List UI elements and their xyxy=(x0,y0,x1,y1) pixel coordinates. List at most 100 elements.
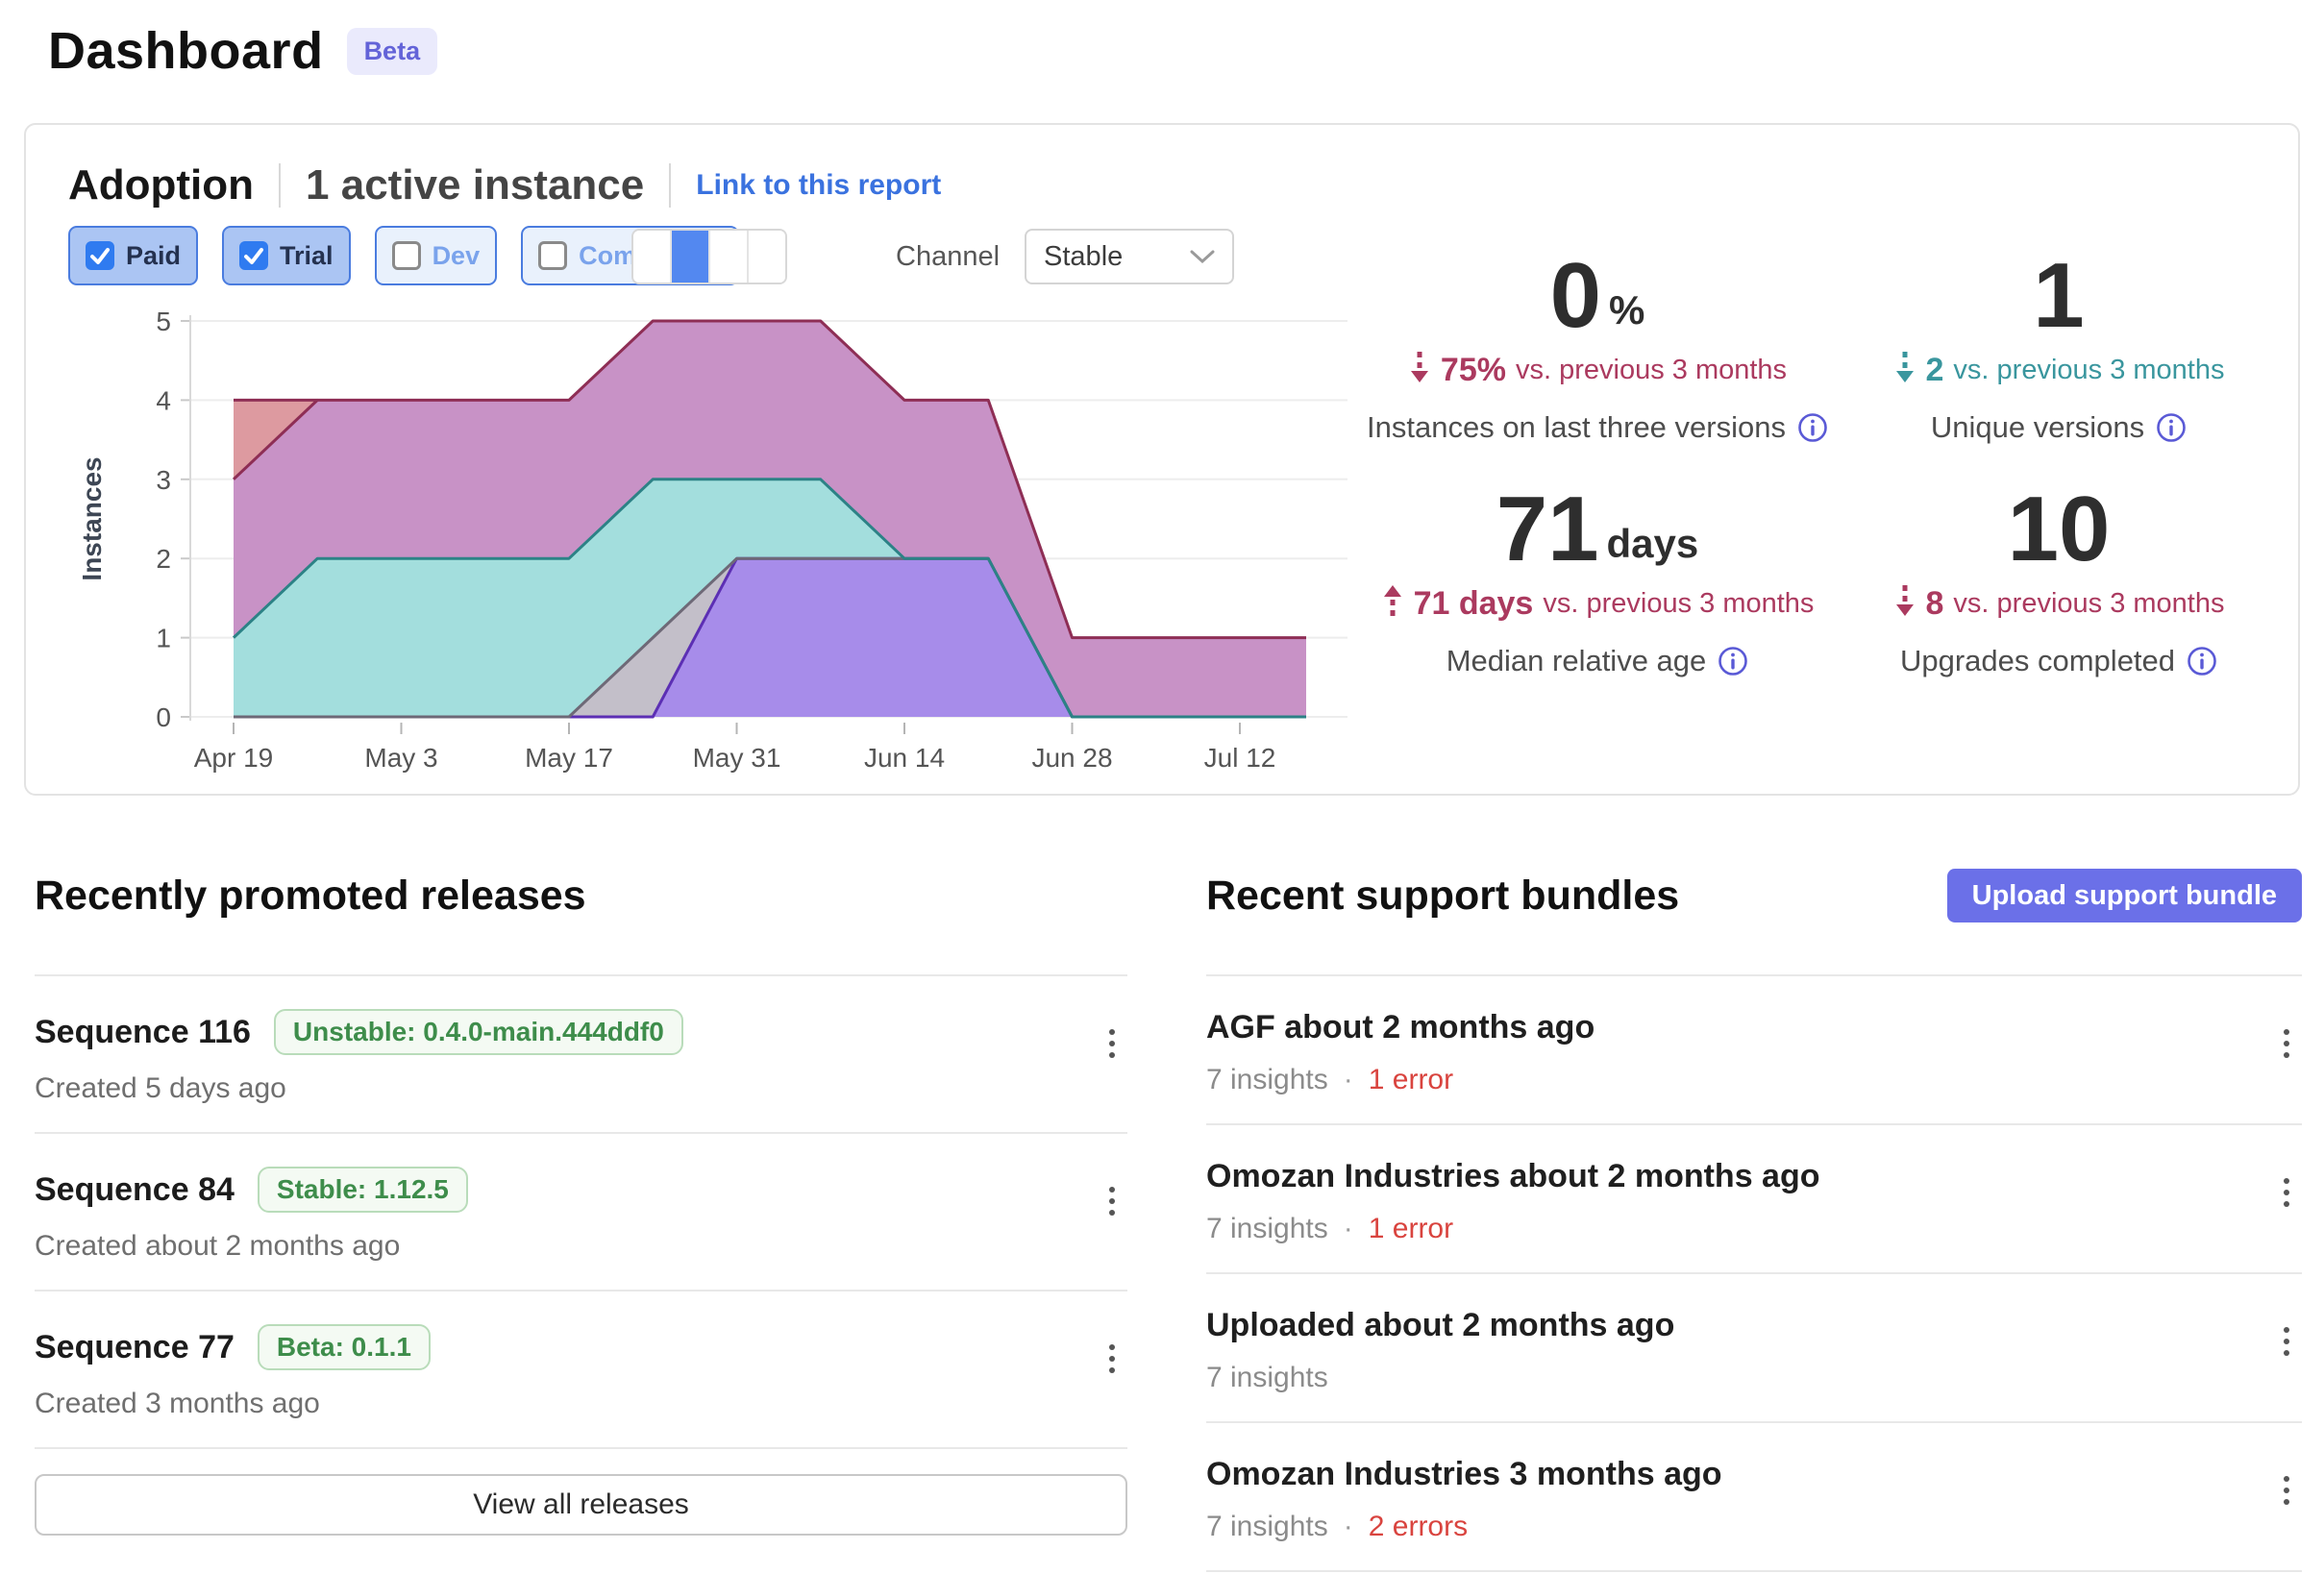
release-created: Created about 2 months ago xyxy=(35,1230,401,1262)
stat-delta-value: 8 xyxy=(1925,585,1944,623)
stat-value: 1 xyxy=(2033,244,2085,347)
license-filter-pill[interactable]: Dev xyxy=(374,226,498,285)
view-all-releases-button[interactable]: View all releases xyxy=(35,1474,1127,1536)
bundle-errors: 2 errors xyxy=(1368,1511,1469,1542)
trend-arrow-icon xyxy=(1893,351,1916,391)
release-created: Created 3 months ago xyxy=(35,1388,320,1419)
stat-card: 1 2 vs. previous 3 months Unique version… xyxy=(1828,244,2289,445)
svg-text:May 17: May 17 xyxy=(525,743,613,773)
upload-support-bundle-button[interactable]: Upload support bundle xyxy=(1946,869,2302,922)
release-row: Sequence 116 Unstable: 0.4.0-main.444ddf… xyxy=(35,976,1127,1134)
adoption-title: Adoption xyxy=(68,161,255,209)
release-created: Created 5 days ago xyxy=(35,1072,286,1104)
kebab-menu-icon[interactable] xyxy=(1097,1330,1127,1388)
license-filter-pill[interactable]: Paid xyxy=(68,226,199,285)
bundle-insights: 7 insights xyxy=(1206,1064,1328,1095)
releases-section: Recently promoted releases Sequence 116 … xyxy=(35,867,1127,1536)
stat-unit: days xyxy=(1606,520,1699,566)
bundle-insights: 7 insights xyxy=(1206,1511,1328,1542)
page-title: Dashboard xyxy=(48,22,324,80)
trend-arrow-icon xyxy=(1893,584,1916,625)
bundle-title: Omozan Industries 3 months ago xyxy=(1206,1456,1722,1492)
checkbox-checked-icon[interactable] xyxy=(239,241,269,270)
info-icon[interactable] xyxy=(1718,646,1748,676)
time-range-button[interactable] xyxy=(749,231,785,283)
stat-label: Instances on last three versions xyxy=(1367,409,1786,444)
checkbox-unchecked-icon[interactable] xyxy=(391,241,421,270)
stat-delta-value: 71 days xyxy=(1413,585,1534,623)
time-range-segmented-control xyxy=(631,229,787,284)
support-bundle-row: Uploaded about 2 months ago 7 insights xyxy=(1206,1274,2302,1423)
svg-text:Jun 28: Jun 28 xyxy=(1031,743,1112,773)
info-icon[interactable] xyxy=(2156,412,2187,443)
stat-delta-text: vs. previous 3 months xyxy=(1953,355,2225,386)
release-version-badge: Stable: 1.12.5 xyxy=(257,1167,468,1213)
release-version-badge: Unstable: 0.4.0-main.444ddf0 xyxy=(273,1009,683,1055)
adoption-card: Adoption 1 active instance Link to this … xyxy=(24,123,2300,796)
info-icon[interactable] xyxy=(1797,412,1828,443)
link-to-report[interactable]: Link to this report xyxy=(696,169,942,201)
svg-text:0: 0 xyxy=(156,702,171,732)
svg-text:1: 1 xyxy=(156,624,171,653)
stat-delta: 2 vs. previous 3 months xyxy=(1893,351,2225,391)
svg-text:Apr 19: Apr 19 xyxy=(194,743,274,773)
bundle-title: Uploaded about 2 months ago xyxy=(1206,1307,1675,1343)
stat-label: Upgrades completed xyxy=(1899,643,2176,677)
trend-arrow-icon xyxy=(1408,351,1431,391)
adoption-stats-grid: 0 % 75% vs. previous 3 months Instances … xyxy=(1367,244,2289,678)
stat-label: Unique versions xyxy=(1930,409,2145,444)
time-range-button[interactable] xyxy=(672,231,710,283)
stat-delta: 75% vs. previous 3 months xyxy=(1408,351,1787,391)
time-range-button[interactable] xyxy=(633,231,672,283)
svg-text:4: 4 xyxy=(156,385,171,415)
support-bundle-row: Omozan Industries about 2 months ago 7 i… xyxy=(1206,1125,2302,1274)
adoption-chart: 0 1 2 3 4 5 Apr 19 May 3 May 17 May 31 Jun 14 Jun 2… xyxy=(45,286,1391,791)
stat-delta: 8 vs. previous 3 months xyxy=(1893,584,2225,625)
kebab-menu-icon[interactable] xyxy=(1097,1172,1127,1230)
chevron-down-icon xyxy=(1190,250,1215,264)
channel-select[interactable]: Stable xyxy=(1025,229,1235,284)
release-title: Sequence 116 xyxy=(35,1013,251,1050)
filter-label: Dev xyxy=(432,240,481,270)
kebab-menu-icon[interactable] xyxy=(2271,1313,2302,1370)
kebab-menu-icon[interactable] xyxy=(1097,1015,1127,1072)
bundle-errors: 1 error xyxy=(1368,1213,1454,1244)
separator xyxy=(669,163,672,208)
filter-label: Paid xyxy=(126,240,182,270)
meta-dot-separator: · xyxy=(1343,1064,1353,1095)
svg-text:May 3: May 3 xyxy=(364,743,437,773)
checkbox-checked-icon[interactable] xyxy=(86,241,114,270)
filter-label: Trial xyxy=(280,240,334,270)
channel-label: Channel xyxy=(896,240,1001,272)
bundle-insights: 7 insights xyxy=(1206,1362,1328,1393)
stat-value: 71 xyxy=(1496,477,1599,580)
bundles-list: AGF about 2 months ago 7 insights · 1 er… xyxy=(1206,974,2302,1572)
release-title: Sequence 84 xyxy=(35,1170,235,1208)
page-header: Dashboard Beta xyxy=(48,21,438,81)
release-version-badge: Beta: 0.1.1 xyxy=(257,1324,431,1370)
stat-delta-text: vs. previous 3 months xyxy=(1953,588,2225,620)
bundle-title: Omozan Industries about 2 months ago xyxy=(1206,1158,1820,1194)
stat-delta-text: vs. previous 3 months xyxy=(1543,588,1815,620)
svg-text:Instances: Instances xyxy=(77,456,107,580)
svg-text:Jun 14: Jun 14 xyxy=(864,743,945,773)
svg-text:Jul 12: Jul 12 xyxy=(1204,743,1276,773)
stat-value: 0 xyxy=(1549,244,1602,347)
beta-badge: Beta xyxy=(346,27,438,75)
trend-arrow-icon xyxy=(1381,584,1404,625)
release-title: Sequence 77 xyxy=(35,1328,235,1365)
time-range-button[interactable] xyxy=(710,231,749,283)
info-icon[interactable] xyxy=(2187,646,2217,676)
bundle-insights: 7 insights xyxy=(1206,1213,1328,1244)
kebab-menu-icon[interactable] xyxy=(2271,1015,2302,1072)
license-filter-pill[interactable]: Trial xyxy=(222,226,351,285)
kebab-menu-icon[interactable] xyxy=(2271,1462,2302,1519)
stat-card: 10 8 vs. previous 3 months Upgrades comp… xyxy=(1828,480,2289,678)
support-bundle-row: AGF about 2 months ago 7 insights · 1 er… xyxy=(1206,976,2302,1125)
stat-card: 0 % 75% vs. previous 3 months Instances … xyxy=(1367,244,1828,445)
bundle-title: AGF about 2 months ago xyxy=(1206,1009,1595,1045)
kebab-menu-icon[interactable] xyxy=(2271,1164,2302,1221)
meta-dot-separator: · xyxy=(1343,1213,1353,1244)
checkbox-unchecked-icon[interactable] xyxy=(538,241,568,270)
meta-dot-separator: · xyxy=(1343,1511,1353,1542)
